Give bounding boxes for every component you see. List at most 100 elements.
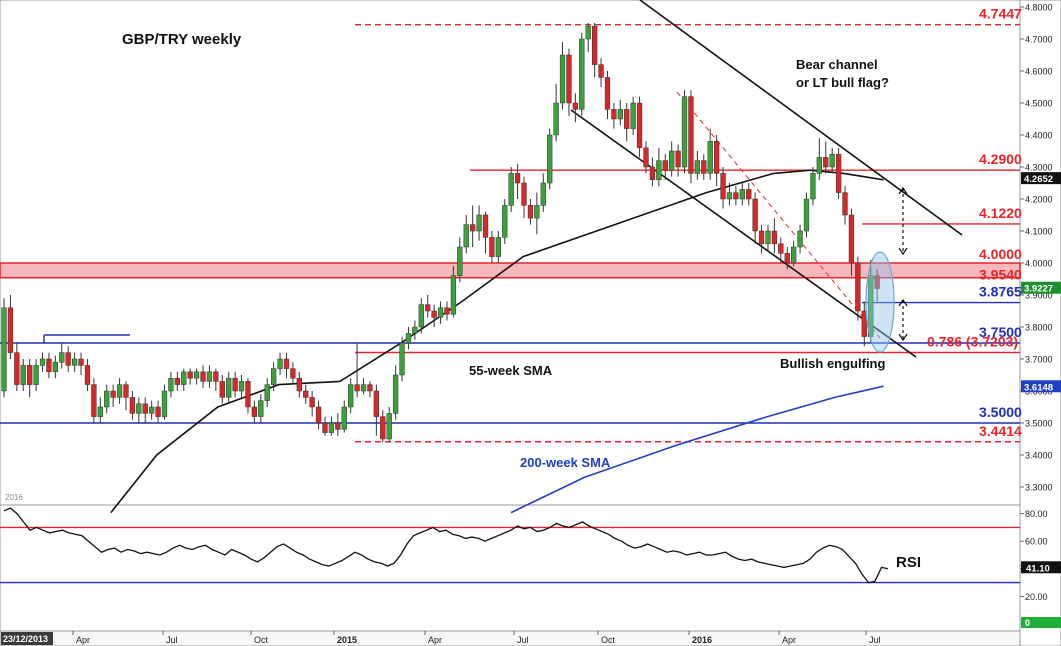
candle bbox=[701, 154, 707, 180]
candle-body bbox=[476, 214, 482, 232]
candle-body bbox=[810, 173, 816, 200]
candle bbox=[328, 416, 335, 436]
candle bbox=[155, 400, 161, 423]
rsi-current-tag bbox=[1021, 561, 1061, 574]
candle bbox=[104, 384, 110, 414]
candle bbox=[810, 167, 816, 206]
candle bbox=[360, 378, 367, 395]
candle bbox=[315, 400, 322, 430]
candle-body bbox=[675, 150, 681, 168]
y-tick-label: 4.8000 bbox=[1025, 3, 1053, 13]
candle-body bbox=[547, 134, 553, 184]
candle-body bbox=[283, 358, 290, 369]
candle bbox=[848, 208, 855, 276]
candle bbox=[14, 343, 20, 391]
candle bbox=[200, 365, 206, 388]
candle-body bbox=[264, 384, 270, 401]
candle-body bbox=[155, 406, 161, 417]
candle-body bbox=[193, 371, 200, 379]
target-arrow-upper-head-bottom bbox=[898, 247, 908, 256]
y-tick-label: 4.2000 bbox=[1025, 195, 1053, 205]
x-tick-label: Apr bbox=[428, 635, 442, 645]
candle bbox=[187, 368, 193, 385]
candle-body bbox=[797, 230, 803, 248]
candle bbox=[27, 359, 33, 398]
candle bbox=[482, 211, 489, 254]
candle bbox=[617, 99, 623, 126]
bullish-engulfing-label: Bullish engulfing bbox=[780, 356, 885, 371]
candle-body bbox=[27, 365, 33, 385]
x-tick-label: Apr bbox=[76, 635, 90, 645]
candle-body bbox=[758, 230, 765, 245]
candle-body bbox=[694, 160, 701, 174]
price-tag bbox=[1021, 172, 1061, 185]
candle bbox=[392, 365, 399, 420]
candle-body bbox=[14, 352, 20, 385]
candle bbox=[399, 336, 405, 382]
candle bbox=[444, 301, 450, 321]
candle-body bbox=[20, 365, 26, 385]
candle-body bbox=[39, 358, 46, 366]
candle bbox=[746, 183, 752, 206]
candle-body bbox=[226, 377, 232, 398]
candle bbox=[457, 237, 463, 283]
candle-body bbox=[489, 237, 495, 257]
candle bbox=[778, 237, 784, 263]
channel-lower-line bbox=[570, 109, 917, 358]
candle bbox=[553, 83, 559, 142]
candle-body bbox=[149, 406, 155, 414]
candle bbox=[656, 147, 662, 187]
candle-body bbox=[701, 160, 707, 174]
candle bbox=[521, 176, 527, 219]
candle-body bbox=[784, 253, 790, 264]
candle-body bbox=[868, 275, 874, 337]
candle-body bbox=[848, 214, 855, 264]
candle bbox=[816, 138, 822, 180]
candle bbox=[33, 359, 39, 391]
x-axis-strip bbox=[0, 630, 1021, 646]
rsi-line bbox=[3, 507, 889, 584]
candle-body bbox=[688, 96, 694, 174]
candle bbox=[226, 371, 232, 404]
candle-body bbox=[823, 157, 829, 168]
candle-body bbox=[245, 381, 251, 408]
candle bbox=[688, 90, 694, 183]
rsi-label: RSI bbox=[896, 554, 921, 571]
candle-body bbox=[598, 64, 604, 78]
candle-body bbox=[855, 262, 861, 312]
candle-body bbox=[110, 390, 116, 398]
candle-body bbox=[444, 307, 450, 315]
candle bbox=[264, 378, 270, 407]
candle bbox=[7, 295, 14, 359]
candle-body bbox=[52, 361, 59, 373]
candle bbox=[425, 295, 431, 318]
candle-body bbox=[611, 109, 617, 120]
candle bbox=[720, 167, 726, 209]
candle-body bbox=[84, 365, 91, 385]
candle-body bbox=[829, 153, 835, 168]
candle-body bbox=[258, 400, 264, 417]
candle bbox=[245, 378, 251, 414]
candle-body bbox=[579, 38, 585, 110]
candle bbox=[611, 103, 617, 129]
candle bbox=[547, 128, 553, 190]
candle bbox=[97, 397, 103, 423]
zero-tag bbox=[1021, 617, 1061, 628]
candle-body bbox=[168, 377, 174, 392]
price-tag-label: 3.9227 bbox=[1024, 284, 1053, 295]
candle-body bbox=[617, 109, 623, 120]
candle bbox=[733, 186, 739, 206]
candle-body bbox=[752, 198, 758, 232]
candle bbox=[450, 266, 457, 318]
level-label: 4.0000 bbox=[979, 246, 1022, 262]
x-axis-layer: 23/12/2013 Apr Jul Oct 2015 Apr Jul Oct 2016 Apr J… bbox=[1, 631, 881, 645]
candle-body bbox=[733, 192, 739, 200]
candle bbox=[707, 128, 713, 180]
x-tick-label: 2016 bbox=[692, 635, 712, 645]
y-tick-label: 4.7000 bbox=[1025, 35, 1053, 45]
candle-body bbox=[739, 189, 745, 200]
candle-body bbox=[129, 397, 136, 414]
candle-body bbox=[842, 192, 848, 216]
candle-body bbox=[656, 160, 662, 181]
candle bbox=[752, 192, 758, 244]
